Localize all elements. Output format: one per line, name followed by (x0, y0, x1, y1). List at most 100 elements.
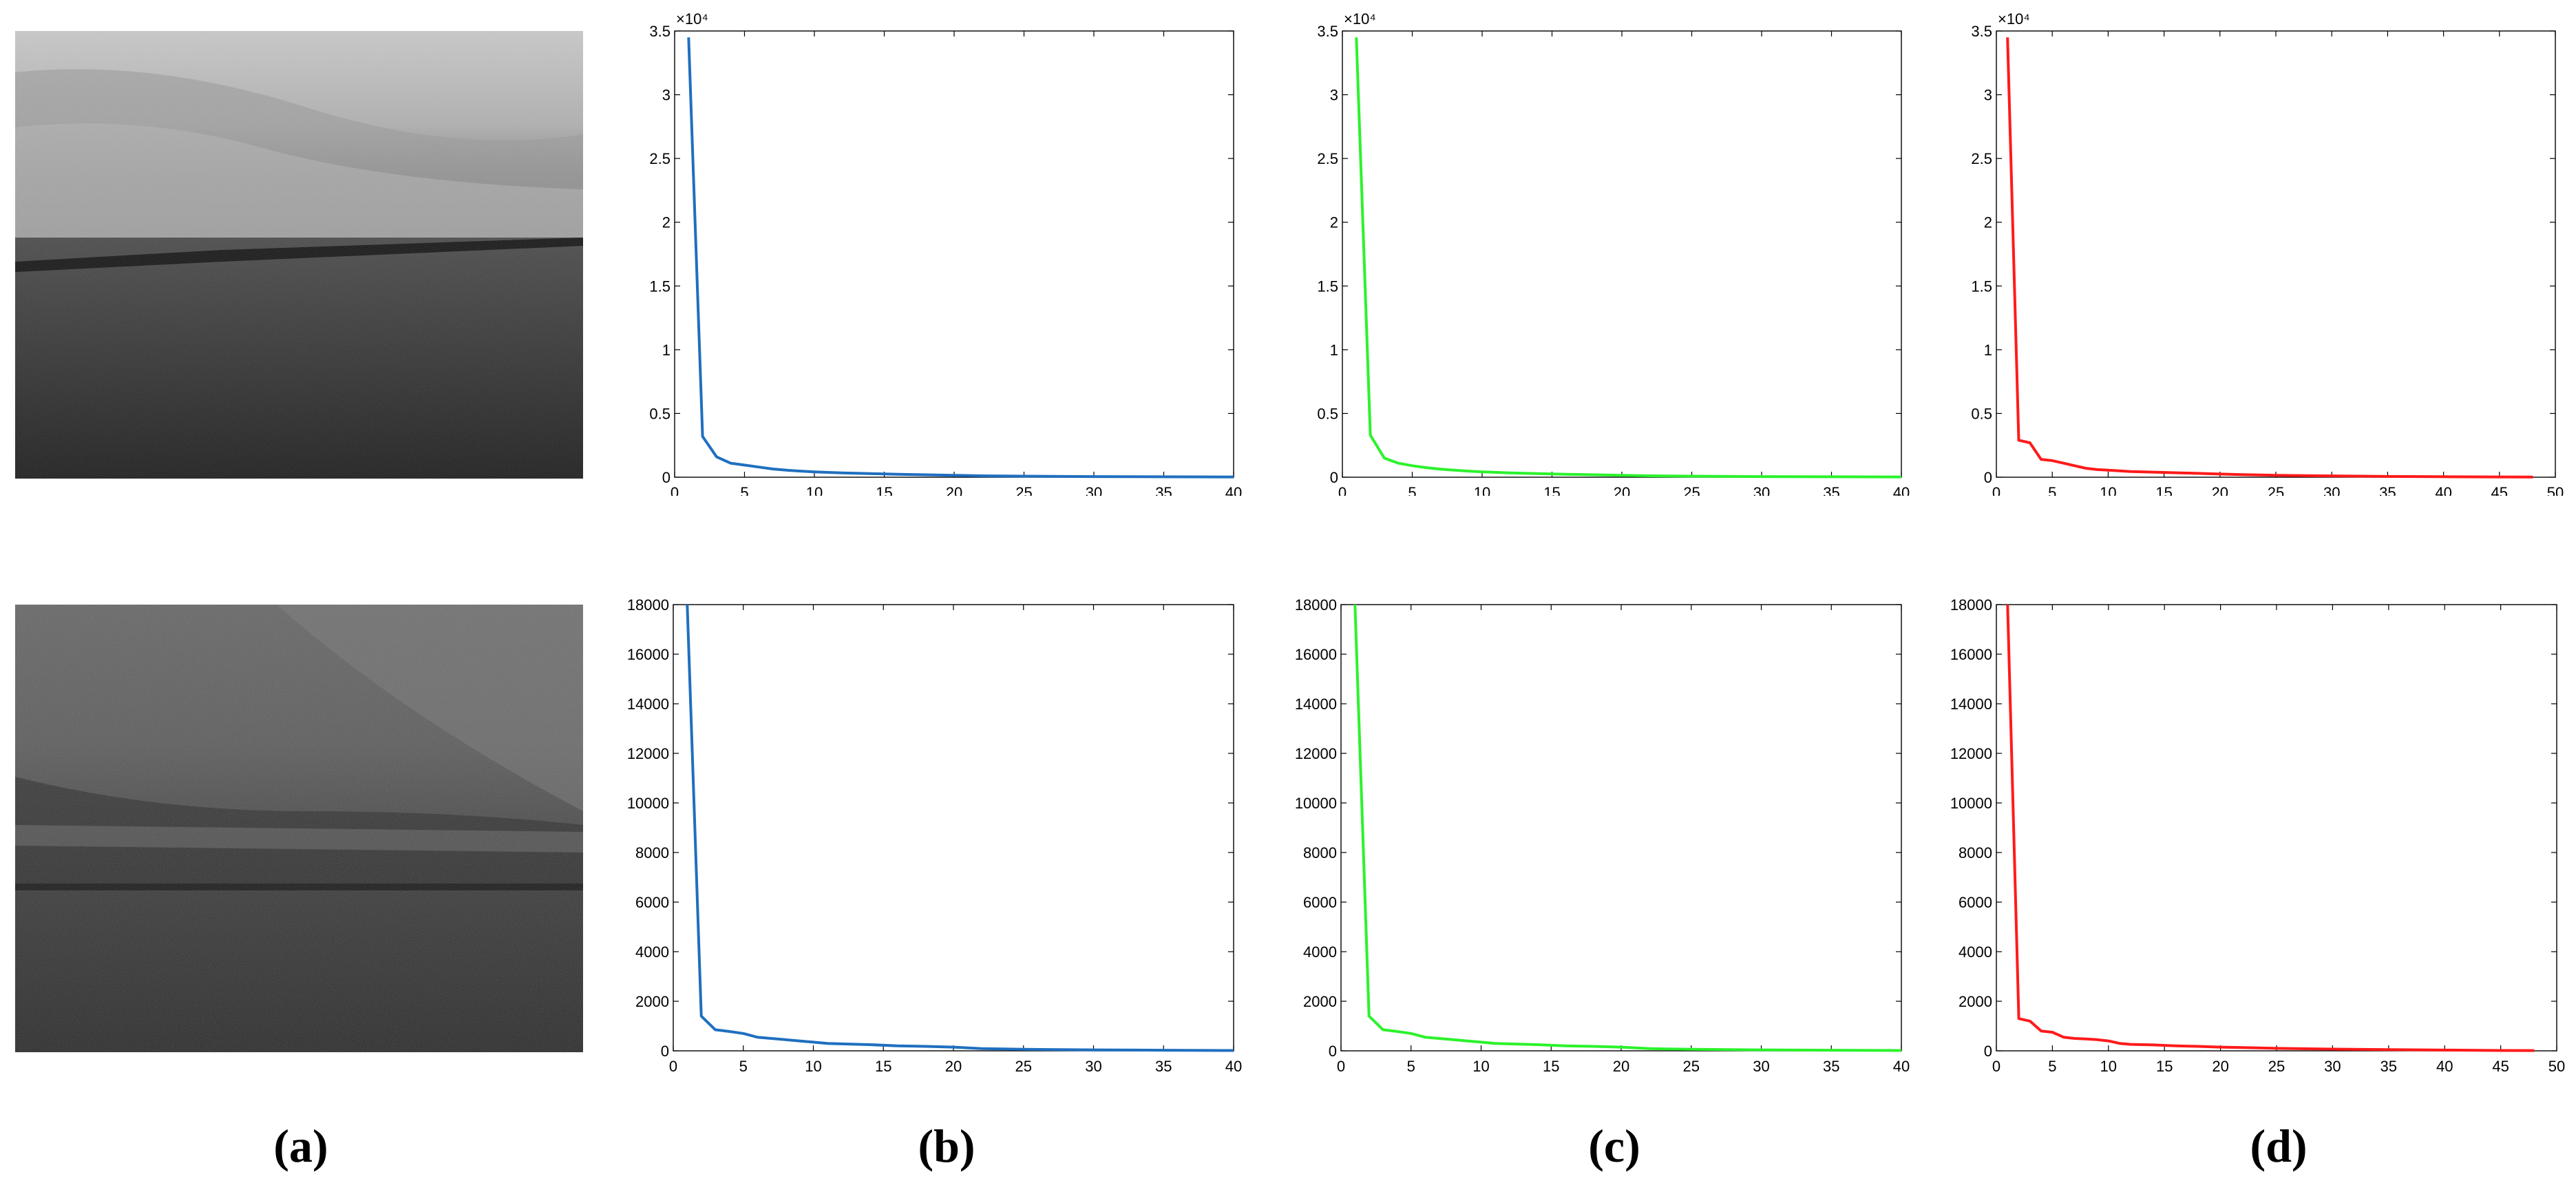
x-tick-label: 5 (1407, 1058, 1415, 1075)
panel-label-c: (c) (1588, 1120, 1640, 1172)
y-tick-label: 0.5 (1317, 405, 1338, 422)
y-tick-label: 4000 (1303, 943, 1337, 961)
x-tick-label: 0 (1992, 484, 2000, 496)
plot-frame (674, 30, 1234, 478)
x-tick-label: 5 (2048, 1058, 2056, 1075)
x-tick-label: 0 (1337, 1058, 1345, 1075)
x-tick-label: 5 (739, 1058, 748, 1075)
x-tick-label: 5 (2048, 484, 2056, 496)
plot-c-top: 0 5 10 15 20 25 30 35 40 0 0.5 1 1.5 2 2.5 3 3.5 ×10⁴ (1317, 10, 1910, 496)
plot-b-bottom: 0 5 10 15 20 25 30 35 40 0 2000 4000 6000 8000 10000 12… (627, 596, 1242, 1075)
y-tick-label: 16000 (627, 646, 669, 663)
x-tick-label: 45 (2491, 484, 2508, 496)
series-line (2006, 37, 2533, 479)
panel-label-d: (d) (2250, 1120, 2308, 1172)
y-tick-label: 2 (1330, 214, 1338, 231)
x-tick-label: 15 (875, 1058, 891, 1075)
x-tick-label: 30 (1753, 1058, 1769, 1075)
plot-frame (673, 604, 1234, 1052)
x-tick-label: 30 (1086, 484, 1102, 496)
x-tick-label: 30 (1085, 1058, 1101, 1075)
x-tick-label: 15 (2155, 484, 2172, 496)
x-tick-label: 25 (1683, 484, 1700, 496)
series-line (686, 604, 1234, 1052)
y-multiplier-label: ×10⁴ (676, 10, 708, 28)
plot-frame (1996, 30, 2556, 478)
series-line (1355, 37, 1902, 479)
x-tick-label: 10 (805, 1058, 821, 1075)
x-tick-label: 15 (1543, 484, 1560, 496)
x-tick-label: 10 (1472, 1058, 1489, 1075)
y-tick-label: 3.5 (1971, 23, 1992, 40)
y-tick-label: 4000 (1959, 943, 1992, 961)
y-tick-label: 12000 (627, 745, 669, 762)
x-tick-label: 20 (2212, 484, 2228, 496)
y-tick-label: 3 (1330, 87, 1338, 104)
y-tick-label: 2 (662, 214, 671, 231)
y-tick-label: 0 (1329, 1043, 1337, 1060)
y-tick-label: 1.5 (1971, 278, 1992, 295)
x-tick-label: 35 (1823, 1058, 1839, 1075)
y-tick-label: 2 (1984, 214, 1992, 231)
y-tick-label: 1.5 (1317, 278, 1338, 295)
x-tick-label: 40 (1893, 1058, 1910, 1075)
x-tick-label: 20 (945, 1058, 962, 1075)
x-tick-label: 10 (2100, 1058, 2117, 1075)
plot-b-top: 0 5 10 15 20 25 30 35 40 0 0.5 1 1.5 2 2.5 3 3.5 ×10⁴ (649, 10, 1242, 496)
y-tick-label: 4000 (635, 943, 669, 961)
y-tick-label: 2000 (1959, 993, 1992, 1010)
y-tick-label: 3.5 (649, 23, 671, 40)
series-line (687, 37, 1234, 479)
y-tick-label: 18000 (1295, 596, 1337, 614)
x-tick-label: 25 (2268, 1058, 2285, 1075)
y-tick-label: 2000 (635, 993, 669, 1010)
y-tick-label: 8000 (1303, 844, 1337, 861)
x-tick-label: 20 (1613, 1058, 1629, 1075)
x-tick-label: 5 (1408, 484, 1416, 496)
x-tick-label: 45 (2492, 1058, 2509, 1075)
x-tick-label: 0 (671, 484, 679, 496)
y-tick-label: 2.5 (1317, 150, 1338, 167)
x-tick-label: 25 (1015, 1058, 1032, 1075)
y-tick-label: 16000 (1295, 646, 1337, 663)
x-tick-label: 10 (806, 484, 823, 496)
x-tick-label: 20 (2212, 1058, 2228, 1075)
y-multiplier-label: ×10⁴ (1998, 10, 2030, 28)
x-tick-label: 20 (1614, 484, 1630, 496)
x-tick-label: 30 (2324, 1058, 2341, 1075)
y-tick-label: 14000 (627, 696, 669, 713)
y-tick-label: 3 (662, 87, 671, 104)
y-tick-label: 6000 (1959, 894, 1992, 911)
plot-frame (1342, 30, 1902, 478)
x-tick-label: 40 (2436, 1058, 2453, 1075)
thermal-image-top (15, 31, 583, 479)
y-tick-label: 2000 (1303, 993, 1337, 1010)
y-tick-label: 0 (1984, 1043, 1992, 1060)
y-tick-label: 0 (662, 469, 671, 486)
plot-d-bottom: 0 5 10 15 20 25 30 35 40 45 50 0 2000 4000 6000 8000 100… (1950, 596, 2565, 1075)
y-tick-label: 0.5 (1971, 405, 1992, 422)
x-tick-label: 35 (1155, 484, 1172, 496)
y-tick-label: 0 (1984, 469, 1992, 486)
x-tick-label: 50 (2547, 484, 2564, 496)
x-tick-label: 40 (1225, 1058, 1242, 1075)
y-tick-label: 14000 (1950, 696, 1992, 713)
series-line (1353, 604, 1902, 1052)
y-tick-label: 1 (662, 342, 671, 359)
y-tick-label: 2.5 (1971, 150, 1992, 167)
x-tick-label: 25 (1015, 484, 1032, 496)
y-tick-label: 12000 (1950, 745, 1992, 762)
plot-frame (1340, 604, 1902, 1052)
x-tick-label: 40 (1225, 484, 1242, 496)
y-tick-label: 0 (661, 1043, 669, 1060)
y-tick-label: 1.5 (649, 278, 671, 295)
y-tick-label: 10000 (1950, 795, 1992, 812)
y-tick-label: 3 (1984, 87, 1992, 104)
x-tick-label: 15 (1543, 1058, 1559, 1075)
thermal-image-bottom (15, 605, 583, 1052)
x-tick-label: 20 (946, 484, 962, 496)
x-tick-label: 30 (2323, 484, 2340, 496)
x-tick-label: 40 (2435, 484, 2451, 496)
y-tick-label: 10000 (627, 795, 669, 812)
y-tick-label: 12000 (1295, 745, 1337, 762)
